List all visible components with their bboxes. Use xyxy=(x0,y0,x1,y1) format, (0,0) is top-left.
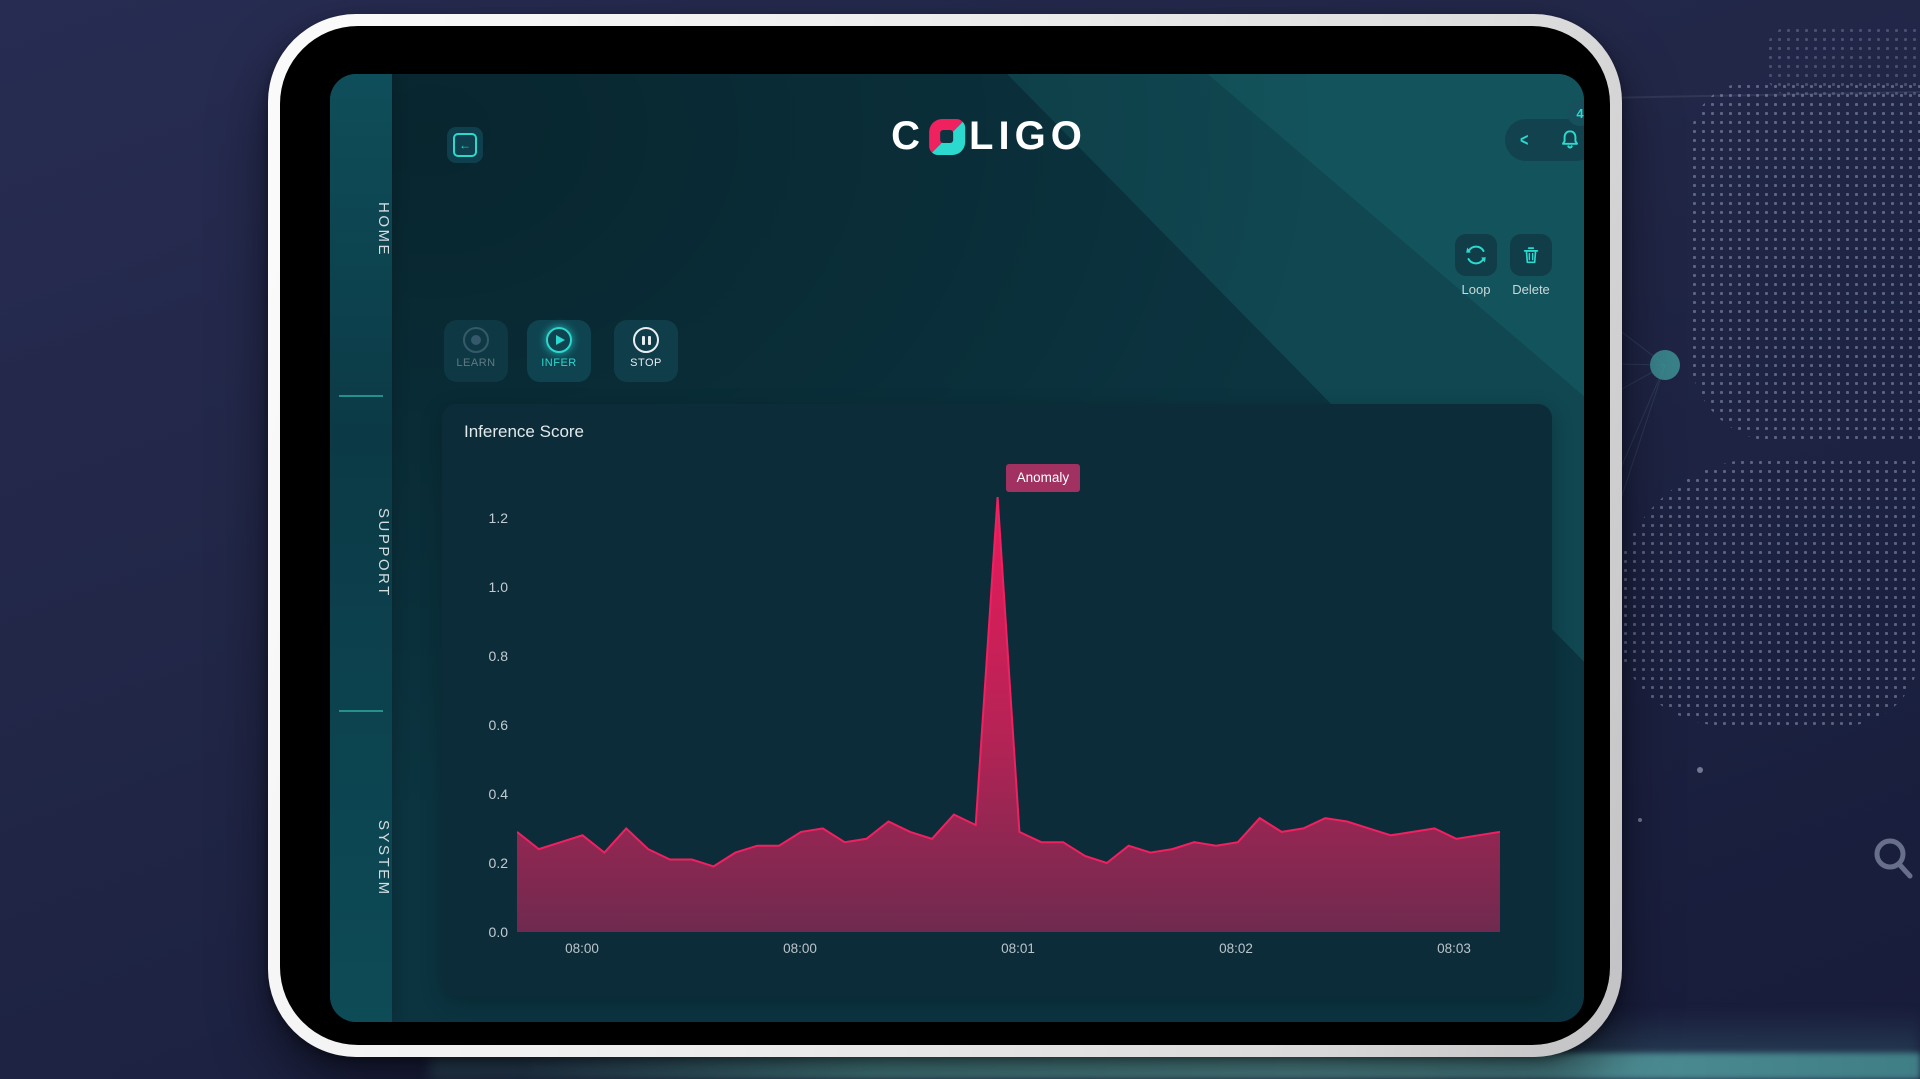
infer-label: INFER xyxy=(541,357,577,369)
loop-label: Loop xyxy=(1461,282,1491,297)
stop-label: STOP xyxy=(630,357,662,369)
infer-button[interactable]: INFER xyxy=(527,320,591,382)
inference-score-area-chart xyxy=(517,497,1500,932)
sidebar-divider xyxy=(339,710,383,712)
sidebar-item-support[interactable]: SUPPORT xyxy=(375,508,392,598)
sidebar-divider xyxy=(339,395,383,397)
anomaly-badge: Anomaly xyxy=(1005,464,1081,492)
y-axis-tick-label: 0.2 xyxy=(488,854,508,871)
trash-icon xyxy=(1523,247,1539,264)
y-axis-tick-label: 0.4 xyxy=(488,785,508,802)
learn-button[interactable]: LEARN xyxy=(444,320,508,382)
stop-button[interactable]: STOP xyxy=(614,320,678,382)
sidebar-item-system[interactable]: SYSTEM xyxy=(375,820,392,897)
y-axis-tick-label: 0.6 xyxy=(488,716,508,733)
logo-text-left: C xyxy=(891,114,926,158)
bottom-glow-strip xyxy=(520,1053,1920,1079)
logo-mark-icon xyxy=(929,118,966,155)
tablet-frame: HOME SUPPORT SYSTEM ← C LIGO xyxy=(268,14,1622,1057)
arrow-left-square-icon: ← xyxy=(453,133,477,157)
sidebar: HOME SUPPORT SYSTEM xyxy=(330,74,392,1022)
y-axis-tick-label: 0.8 xyxy=(488,647,508,664)
x-axis-tick-label: 08:00 xyxy=(565,941,599,956)
coligo-logo: C LIGO xyxy=(891,114,1087,159)
sidebar-item-home[interactable]: HOME xyxy=(375,202,392,257)
x-axis-tick-label: 08:03 xyxy=(1437,941,1471,956)
y-axis-tick-label: 1.2 xyxy=(488,509,508,526)
collapse-sidebar-button[interactable]: ← xyxy=(447,127,483,163)
notification-count-badge: 4 xyxy=(1567,100,1584,126)
delete-label: Delete xyxy=(1512,282,1550,297)
bell-icon[interactable] xyxy=(1557,127,1583,153)
search-icon xyxy=(1874,838,1913,879)
series-top-line xyxy=(517,497,1500,868)
loop-button[interactable] xyxy=(1455,234,1497,276)
learn-label: LEARN xyxy=(456,357,496,369)
dot-map-texture xyxy=(1690,82,1920,442)
notification-pill[interactable]: < xyxy=(1505,119,1584,161)
dot-map-texture xyxy=(1612,458,1920,726)
pause-circle-icon xyxy=(633,327,659,353)
y-axis-tick-label: 0.0 xyxy=(488,924,508,940)
app-screen: HOME SUPPORT SYSTEM ← C LIGO xyxy=(330,74,1584,1022)
play-circle-icon xyxy=(546,327,572,353)
inference-score-panel: Inference Score 0.0 0.2 0.4 0.6 0.8 1.0 1.2 xyxy=(442,404,1552,996)
area-series xyxy=(517,497,1500,932)
logo-text-right: LIGO xyxy=(969,114,1087,158)
x-axis-tick-label: 08:01 xyxy=(1001,941,1035,956)
chart-title: Inference Score xyxy=(464,422,585,441)
x-axis-tick-label: 08:00 xyxy=(783,941,817,956)
dot-map-texture xyxy=(1766,26,1920,96)
x-axis-tick-label: 08:02 xyxy=(1219,941,1253,956)
y-axis-tick-label: 1.0 xyxy=(488,578,508,595)
delete-button[interactable] xyxy=(1510,234,1552,276)
record-icon xyxy=(463,327,489,353)
loop-icon xyxy=(1466,245,1486,265)
tablet-bezel: HOME SUPPORT SYSTEM ← C LIGO xyxy=(280,26,1610,1045)
chevron-left-icon[interactable]: < xyxy=(1520,129,1529,150)
